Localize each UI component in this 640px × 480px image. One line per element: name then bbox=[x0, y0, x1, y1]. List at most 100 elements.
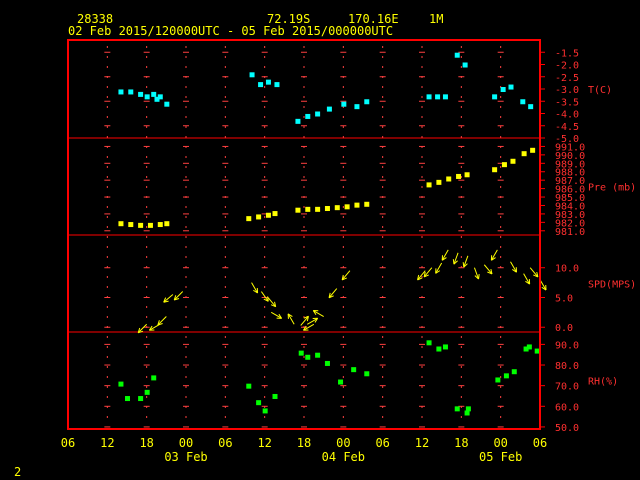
humidity-axis-label: RH(%) bbox=[588, 377, 618, 388]
pressure-point bbox=[246, 216, 252, 222]
pressure-tick-label: 989.0 bbox=[555, 159, 585, 170]
pressure-tick-label: 983.0 bbox=[555, 210, 585, 221]
pressure-point bbox=[164, 221, 170, 227]
wind-barb-head bbox=[463, 263, 468, 268]
wind-barb-shaft bbox=[417, 270, 426, 281]
wind-tick-label: 10.0 bbox=[555, 264, 579, 275]
temperature-point bbox=[154, 96, 160, 102]
humidity-point bbox=[125, 396, 130, 402]
wind-barb-head bbox=[478, 273, 480, 280]
temperature-point bbox=[305, 113, 311, 119]
temperature-point bbox=[454, 52, 460, 58]
humidity-tick-label: 80.0 bbox=[555, 361, 579, 372]
humidity-point bbox=[151, 375, 157, 381]
humidity-point bbox=[442, 344, 448, 350]
wind-barb-head bbox=[270, 304, 276, 308]
wind-barb-head bbox=[341, 277, 347, 281]
wind-barb bbox=[341, 270, 351, 281]
humidity-point bbox=[436, 346, 442, 352]
pressure-point bbox=[436, 179, 442, 185]
pressure-point bbox=[344, 204, 350, 210]
wind-barb-head bbox=[287, 313, 293, 318]
pressure-point bbox=[492, 167, 498, 173]
wind-barb bbox=[490, 249, 498, 261]
wind-barb-head bbox=[328, 295, 334, 299]
wind-barb-shaft bbox=[328, 288, 338, 299]
wind-barb bbox=[523, 273, 531, 285]
pressure-point bbox=[315, 206, 321, 212]
humidity-tick-label: 50.0 bbox=[555, 423, 579, 434]
grid bbox=[68, 46, 540, 428]
wind-tick-label: 0.0 bbox=[555, 323, 573, 334]
date-label: 05 Feb bbox=[479, 450, 522, 464]
wind-barb-head bbox=[137, 327, 141, 333]
wind-barb-shaft bbox=[300, 315, 309, 326]
wind-barb-shaft bbox=[287, 313, 295, 325]
wind-barb-shaft bbox=[157, 316, 167, 326]
wind-barb-shaft bbox=[473, 267, 480, 280]
temperature-point bbox=[164, 101, 170, 107]
wind-barb-shaft bbox=[267, 297, 277, 307]
temperature-tick-label: -3.5 bbox=[555, 97, 579, 108]
temperature-point bbox=[295, 118, 301, 124]
wind-barb bbox=[163, 294, 174, 303]
humidity-tick-label: 60.0 bbox=[555, 402, 579, 413]
pressure-point bbox=[256, 214, 262, 220]
humidity-point bbox=[511, 369, 517, 375]
wind-barb-head bbox=[312, 310, 317, 315]
wind-barb-head bbox=[452, 259, 455, 265]
temperature-point bbox=[128, 89, 134, 95]
wind-barb-shaft bbox=[523, 273, 531, 285]
temperature-point bbox=[520, 99, 526, 105]
wind-barb-head bbox=[157, 320, 160, 326]
humidity-point bbox=[523, 346, 529, 352]
wind-barb-head bbox=[138, 330, 144, 334]
wind-barb bbox=[328, 288, 338, 299]
pressure-tick-label: 985.0 bbox=[555, 193, 585, 204]
temperature-tick-label: -5.0 bbox=[555, 134, 579, 145]
x-tick-label: 12 bbox=[415, 436, 429, 450]
wind-barb-head bbox=[533, 274, 539, 278]
wind-barb-head bbox=[417, 277, 423, 281]
humidity-point bbox=[526, 344, 532, 350]
temperature-point bbox=[118, 89, 124, 95]
wind-barb bbox=[270, 311, 283, 319]
temperature-point bbox=[144, 94, 150, 100]
humidity-point bbox=[315, 352, 321, 358]
pressure-point bbox=[128, 222, 134, 228]
pressure-point bbox=[334, 205, 340, 211]
wind-barb-shaft bbox=[260, 291, 269, 302]
humidity-point bbox=[144, 389, 150, 395]
pressure-point bbox=[295, 207, 301, 213]
x-tick-label: 12 bbox=[257, 436, 271, 450]
temperature-point bbox=[315, 111, 321, 117]
wind-barb bbox=[423, 267, 433, 278]
wind-barb bbox=[260, 291, 269, 302]
humidity-point bbox=[138, 396, 144, 402]
wind-barb bbox=[312, 310, 324, 317]
wind-barb-shaft bbox=[173, 291, 184, 301]
wind-barb bbox=[300, 315, 309, 326]
wind-barb-head bbox=[474, 275, 479, 280]
wind-barb-shaft bbox=[510, 261, 517, 273]
wind-barb-head bbox=[536, 271, 539, 278]
wind-barb-head bbox=[303, 315, 309, 319]
temperature-tick-label: -3.0 bbox=[555, 85, 579, 96]
pressure-tick-label: 981.0 bbox=[555, 227, 585, 238]
x-tick-label: 00 bbox=[336, 436, 350, 450]
pressure-point bbox=[118, 221, 124, 227]
wind-barb bbox=[510, 261, 517, 273]
date-label: 04 Feb bbox=[322, 450, 365, 464]
wind-barb-head bbox=[512, 269, 517, 273]
wind-barb-head bbox=[174, 297, 180, 301]
wind-barb-head bbox=[525, 280, 530, 285]
pressure-tick-label: 982.0 bbox=[555, 218, 585, 229]
wind-barb-shaft bbox=[529, 267, 539, 278]
wind-barb-head bbox=[303, 325, 307, 331]
temperature-tick-label: -4.5 bbox=[555, 122, 579, 133]
axis-labels: -1.5 -2.0-2.5-3.0-3.5 -4.0-4.5-5.0 T(C) 991.… bbox=[61, 48, 636, 464]
wind-barb-shaft bbox=[341, 270, 351, 281]
wind-barb bbox=[303, 323, 315, 331]
wind-barb bbox=[483, 264, 493, 275]
pressure-point bbox=[157, 222, 163, 228]
